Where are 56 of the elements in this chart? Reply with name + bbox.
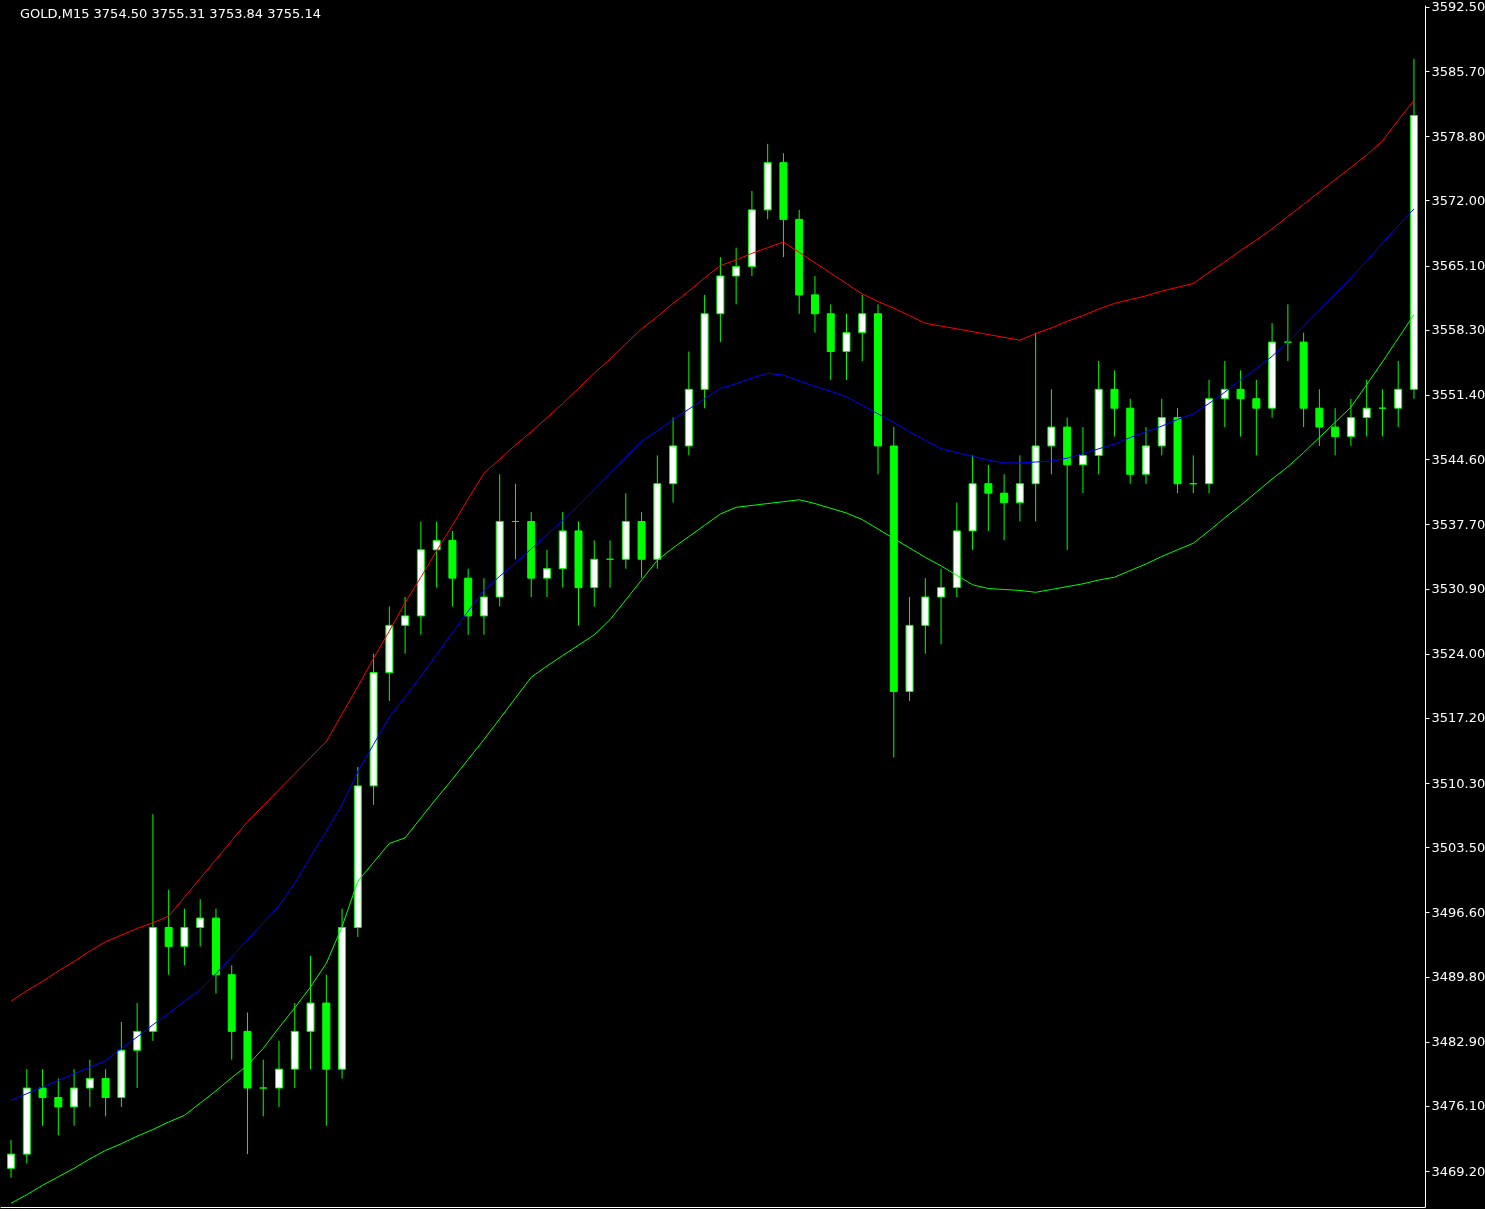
candlestick (54, 1078, 63, 1136)
y-tick-label: 3517.20 (1431, 710, 1485, 726)
candlestick (1346, 398, 1355, 447)
candlestick (133, 1002, 142, 1089)
candlestick (1236, 369, 1245, 438)
candlestick (1362, 379, 1371, 438)
candlestick (1047, 388, 1056, 475)
candlestick (1110, 369, 1119, 438)
candlestick (101, 1068, 110, 1117)
candlestick (1331, 407, 1340, 456)
candlestick (732, 247, 741, 305)
candlestick (85, 1059, 94, 1108)
y-tick-label: 3578.80 (1431, 128, 1485, 144)
candlestick (1252, 379, 1261, 456)
candlestick (7, 1139, 16, 1179)
candlestick (1015, 454, 1024, 522)
candlestick (432, 520, 441, 589)
y-tick-label: 3482.90 (1431, 1034, 1485, 1050)
candlestick (275, 1040, 284, 1108)
candlestick (70, 1068, 79, 1127)
candlestick (164, 889, 173, 976)
candlestick (542, 549, 551, 598)
candlestick (401, 596, 410, 655)
candlestick (479, 577, 488, 636)
y-tick-label: 3510.30 (1431, 775, 1485, 791)
y-tick-label: 3496.60 (1431, 904, 1485, 920)
y-tick-label: 3565.10 (1431, 258, 1485, 274)
candlestick (1394, 360, 1403, 428)
candlestick (38, 1068, 47, 1127)
y-tick-label: 3489.80 (1431, 969, 1485, 985)
y-tick-label: 3530.90 (1431, 581, 1485, 597)
y-tick-label: 3469.20 (1431, 1163, 1485, 1179)
y-tick-label: 3551.40 (1431, 387, 1485, 403)
candlestick (984, 464, 993, 532)
y-tick-label: 3592.50 (1431, 0, 1485, 15)
candlestick (180, 908, 189, 966)
candlestick (858, 294, 867, 362)
candlestick (1315, 388, 1324, 447)
y-tick-label: 3585.70 (1431, 63, 1485, 79)
candlestick (937, 568, 946, 645)
candlestick (842, 313, 851, 381)
y-tick-label: 3503.50 (1431, 839, 1485, 855)
y-tick-label: 3572.00 (1431, 192, 1485, 208)
candlestick (810, 275, 819, 334)
candlestick (196, 898, 205, 947)
candlestick (1000, 473, 1009, 541)
y-tick-label: 3537.70 (1431, 516, 1485, 532)
candlestick (1078, 426, 1087, 494)
line-series (10, 208, 1415, 1101)
y-tick-label: 3476.10 (1431, 1098, 1485, 1114)
y-tick-label: 3524.00 (1431, 646, 1485, 662)
candlestick (259, 1059, 268, 1117)
y-tick-label: 3558.30 (1431, 322, 1485, 338)
line-series (10, 99, 1415, 1002)
y-tick-label: 3544.60 (1431, 451, 1485, 467)
chart-title: GOLD,M15 3754.50 3755.31 3753.84 3755.14 (20, 6, 322, 21)
